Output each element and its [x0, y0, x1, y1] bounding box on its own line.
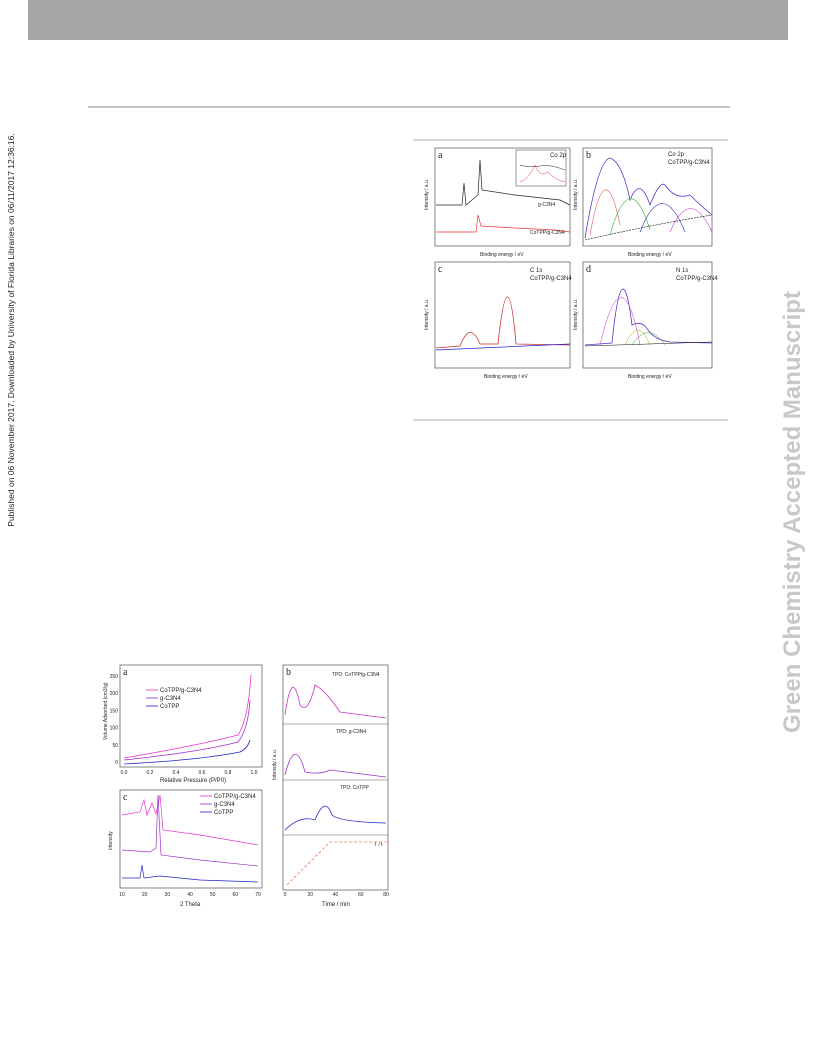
- tick-label: 0.4: [173, 770, 180, 776]
- legend-entry: g-C3N4: [214, 802, 235, 808]
- tick-label: 200: [110, 691, 119, 697]
- legend-entry: CoTPP/g-C3N4: [160, 688, 202, 694]
- legend-entry: CoTPP/g-C3N4: [214, 794, 256, 800]
- watermark: Green Chemistry Accepted Manuscript: [779, 291, 806, 733]
- y-label: Intensity: [108, 831, 114, 850]
- panel-label: b: [586, 150, 591, 161]
- tick-label: 50: [210, 892, 216, 898]
- panel-label: a: [123, 667, 128, 678]
- tick-label: 60: [233, 892, 239, 898]
- x-label: Binding energy / eV: [480, 252, 524, 258]
- y-label: Intensity / a.u.: [573, 179, 579, 210]
- x-label: Time / min: [322, 902, 350, 908]
- y-label: Volume Adsorbed (cm3/g): [103, 682, 109, 740]
- panel-title: TPD: g-C3N4: [336, 729, 366, 735]
- panel-label: c: [123, 792, 128, 803]
- x-label: Binding energy / eV: [628, 374, 672, 380]
- tick-label: 40: [333, 892, 339, 898]
- y-label: Intensity / a.u.: [424, 299, 430, 330]
- tick-label: 10: [119, 892, 125, 898]
- tick-label: 0.8: [225, 770, 232, 776]
- inset-title: Co 2p: [550, 153, 567, 159]
- panel-label: a: [438, 150, 443, 161]
- series-label: g-C3N4: [538, 202, 555, 208]
- tick-label: 20: [142, 892, 148, 898]
- x-label: 2 Theta: [180, 902, 201, 908]
- panel-title: N 1s: [676, 268, 688, 274]
- x-label: Binding energy / eV: [628, 252, 672, 258]
- panel-subtitle: CoTPP/g-C3N4: [676, 276, 718, 282]
- panel-label: b: [286, 667, 291, 678]
- tick-label: 0: [115, 760, 118, 766]
- tick-label: 50: [112, 743, 118, 749]
- tick-label: 40: [187, 892, 193, 898]
- tick-label: 250: [110, 674, 119, 680]
- tick-label: 1.0: [251, 770, 258, 776]
- legend-entry: g-C3N4: [160, 696, 181, 702]
- panel-title: TPD: CoTPP/g-C3N4: [332, 672, 380, 678]
- panel-label: c: [438, 264, 443, 275]
- tick-label: 150: [110, 708, 119, 714]
- tick-label: 0: [284, 892, 287, 898]
- tick-label: 0.0: [121, 770, 128, 776]
- y-label: Intensity / a.u.: [573, 299, 579, 330]
- tick-label: 80: [383, 892, 389, 898]
- side-note: Published on 06 November 2017. Downloade…: [6, 133, 16, 526]
- panel-title: TPD: CoTPP: [340, 785, 370, 791]
- series-label: CoTPP/g-C3N4: [530, 230, 565, 236]
- legend-entry: CoTPP: [160, 704, 179, 710]
- x-label: Relative Pressure (P/P0): [160, 778, 226, 784]
- panel-subtitle: CoTPP/g-C3N4: [668, 160, 710, 166]
- panel-title: Co 2p: [668, 152, 685, 158]
- panel-title: C 1s: [530, 268, 542, 274]
- panel-label: d: [586, 264, 591, 275]
- tick-label: 60: [358, 892, 364, 898]
- x-label: Binding energy / eV: [484, 374, 528, 380]
- tick-label: 0.6: [199, 770, 206, 776]
- header-bar: [28, 0, 788, 40]
- tick-label: 20: [307, 892, 313, 898]
- panel-subtitle: CoTPP/g-C3N4: [530, 276, 572, 282]
- xps-figure: a Co 2p g-C3N4 CoTPP/g-C3N4 Binding ener…: [413, 139, 728, 421]
- tick-label: 100: [110, 726, 119, 732]
- tick-label: 30: [165, 892, 171, 898]
- bet-figure: a CoTPP/g-C3N4 g-C3N4 CoTPP 0.0 0.2 0.4 0.6…: [103, 664, 389, 908]
- y-label: Intensity / a.u.: [272, 749, 278, 780]
- tick-label: 0.2: [147, 770, 154, 776]
- tick-label: 70: [255, 892, 261, 898]
- panel-title: T / t: [374, 842, 383, 848]
- legend-entry: CoTPP: [214, 810, 233, 816]
- y-label: Intensity / a.u.: [424, 179, 430, 210]
